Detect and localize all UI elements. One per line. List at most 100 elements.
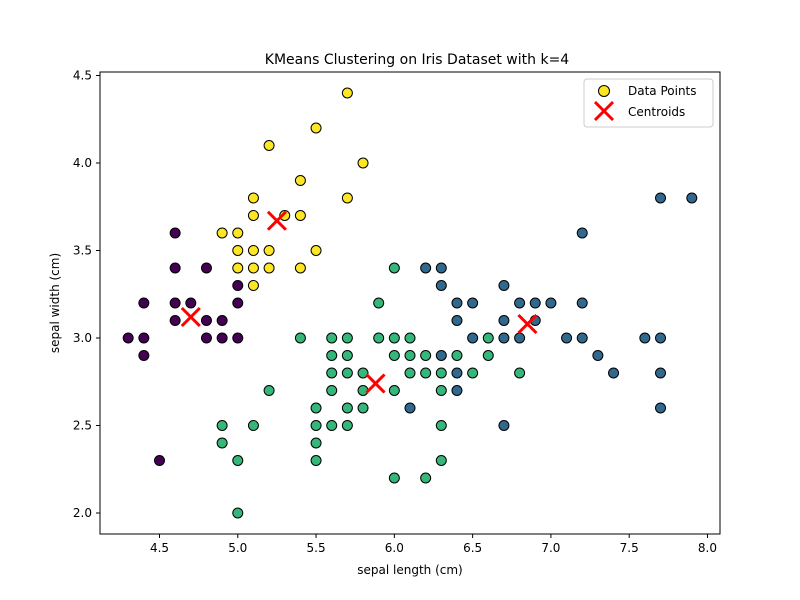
data-point-cluster-2 (388, 385, 400, 396)
data-point-cluster-3 (263, 262, 275, 274)
y-axis: 2.0 2.5 3.0 3.5 4.0 4.5 (73, 69, 100, 520)
data-point-cluster-1 (435, 280, 447, 291)
data-point-cluster-2 (326, 350, 338, 361)
data-point-cluster-2 (310, 420, 322, 431)
data-point-cluster-2 (263, 385, 275, 396)
data-point-cluster-2 (326, 332, 338, 344)
data-point-cluster-0 (169, 227, 181, 239)
chart-title: KMeans Clustering on Iris Dataset with k… (265, 52, 570, 68)
data-point-cluster-0 (185, 297, 197, 309)
data-point-cluster-2 (388, 332, 400, 344)
data-point-cluster-2 (341, 350, 353, 361)
x-tick-label: 5.0 (228, 541, 247, 555)
data-point-cluster-1 (451, 367, 463, 379)
data-point-cluster-1 (514, 297, 526, 309)
x-tick-label: 6.5 (463, 541, 482, 555)
y-tick-label: 2.0 (73, 506, 92, 520)
data-point-cluster-1 (498, 280, 510, 291)
data-point-cluster-0 (153, 455, 165, 466)
data-point-cluster-2 (326, 367, 338, 379)
x-tick-label: 4.5 (150, 541, 169, 555)
data-point-cluster-3 (294, 210, 306, 221)
data-point-cluster-2 (232, 507, 244, 519)
data-point-cluster-2 (326, 385, 338, 396)
data-point-cluster-1 (420, 262, 432, 274)
data-point-cluster-3 (357, 157, 369, 169)
data-point-cluster-0 (216, 315, 228, 326)
data-point-cluster-1 (592, 350, 604, 361)
y-tick-label: 3.0 (73, 331, 92, 345)
legend-centroids-label: Centroids (628, 105, 685, 119)
data-point-cluster-1 (467, 332, 479, 344)
data-point-cluster-0 (232, 280, 244, 291)
data-point-cluster-1 (655, 367, 667, 379)
data-point-cluster-0 (216, 332, 228, 344)
data-point-cluster-2 (341, 367, 353, 379)
data-point-cluster-3 (247, 262, 259, 274)
data-point-cluster-2 (388, 472, 400, 484)
data-point-cluster-2 (482, 350, 494, 361)
data-point-cluster-2 (451, 350, 463, 361)
data-point-cluster-3 (279, 210, 291, 221)
data-point-cluster-1 (655, 402, 667, 414)
data-point-cluster-3 (247, 245, 259, 256)
data-point-cluster-1 (561, 332, 573, 344)
data-point-cluster-2 (357, 402, 369, 414)
data-point-cluster-1 (498, 315, 510, 326)
data-point-cluster-2 (357, 367, 369, 379)
data-point-cluster-1 (608, 367, 620, 379)
y-tick-label: 4.0 (73, 156, 92, 170)
data-point-cluster-2 (341, 402, 353, 414)
data-point-cluster-1 (576, 297, 588, 309)
y-tick-label: 2.5 (73, 419, 92, 433)
data-point-cluster-0 (169, 297, 181, 309)
data-point-cluster-2 (341, 332, 353, 344)
data-point-cluster-2 (326, 420, 338, 431)
data-point-cluster-2 (232, 455, 244, 466)
data-point-cluster-1 (451, 315, 463, 326)
data-point-cluster-2 (420, 350, 432, 361)
data-point-cluster-3 (263, 245, 275, 256)
data-point-cluster-3 (341, 192, 353, 204)
data-point-cluster-2 (216, 437, 228, 449)
data-point-cluster-0 (232, 332, 244, 344)
data-point-cluster-3 (216, 227, 228, 239)
data-point-cluster-1 (498, 332, 510, 344)
plot-area-frame (99, 71, 721, 535)
data-point-cluster-2 (310, 437, 322, 449)
data-point-cluster-0 (200, 262, 212, 274)
data-point-cluster-0 (138, 350, 150, 361)
data-point-cluster-2 (341, 420, 353, 431)
legend-centroids-marker (593, 100, 615, 122)
x-tick-label: 5.5 (307, 541, 326, 555)
data-point-cluster-0 (200, 332, 212, 344)
data-point-cluster-2 (420, 367, 432, 379)
data-point-cluster-1 (639, 332, 651, 344)
data-point-cluster-1 (545, 297, 557, 309)
x-tick-label: 8.0 (698, 541, 717, 555)
data-point-cluster-2 (514, 367, 526, 379)
data-point-cluster-2 (404, 332, 416, 344)
data-point-cluster-1 (451, 385, 463, 396)
centroid-marker (517, 313, 538, 335)
data-point-cluster-1 (467, 297, 479, 309)
data-point-cluster-0 (138, 297, 150, 309)
data-point-cluster-1 (435, 350, 447, 361)
data-point-cluster-1 (576, 227, 588, 239)
data-point-cluster-2 (435, 385, 447, 396)
centroid-marker (365, 373, 386, 394)
y-tick-label: 3.5 (73, 244, 92, 258)
data-point-cluster-3 (310, 122, 322, 134)
data-point-cluster-2 (435, 455, 447, 466)
data-point-cluster-0 (138, 332, 150, 344)
data-point-cluster-3 (263, 140, 275, 151)
data-point-cluster-2 (388, 262, 400, 274)
data-point-cluster-0 (200, 315, 212, 326)
data-point-cluster-2 (388, 350, 400, 361)
y-axis-label: sepal width (cm) (48, 253, 62, 353)
data-point-cluster-1 (655, 332, 667, 344)
data-point-cluster-2 (467, 367, 479, 379)
data-point-cluster-1 (451, 297, 463, 309)
data-point-cluster-1 (514, 332, 526, 344)
data-point-cluster-2 (404, 350, 416, 361)
